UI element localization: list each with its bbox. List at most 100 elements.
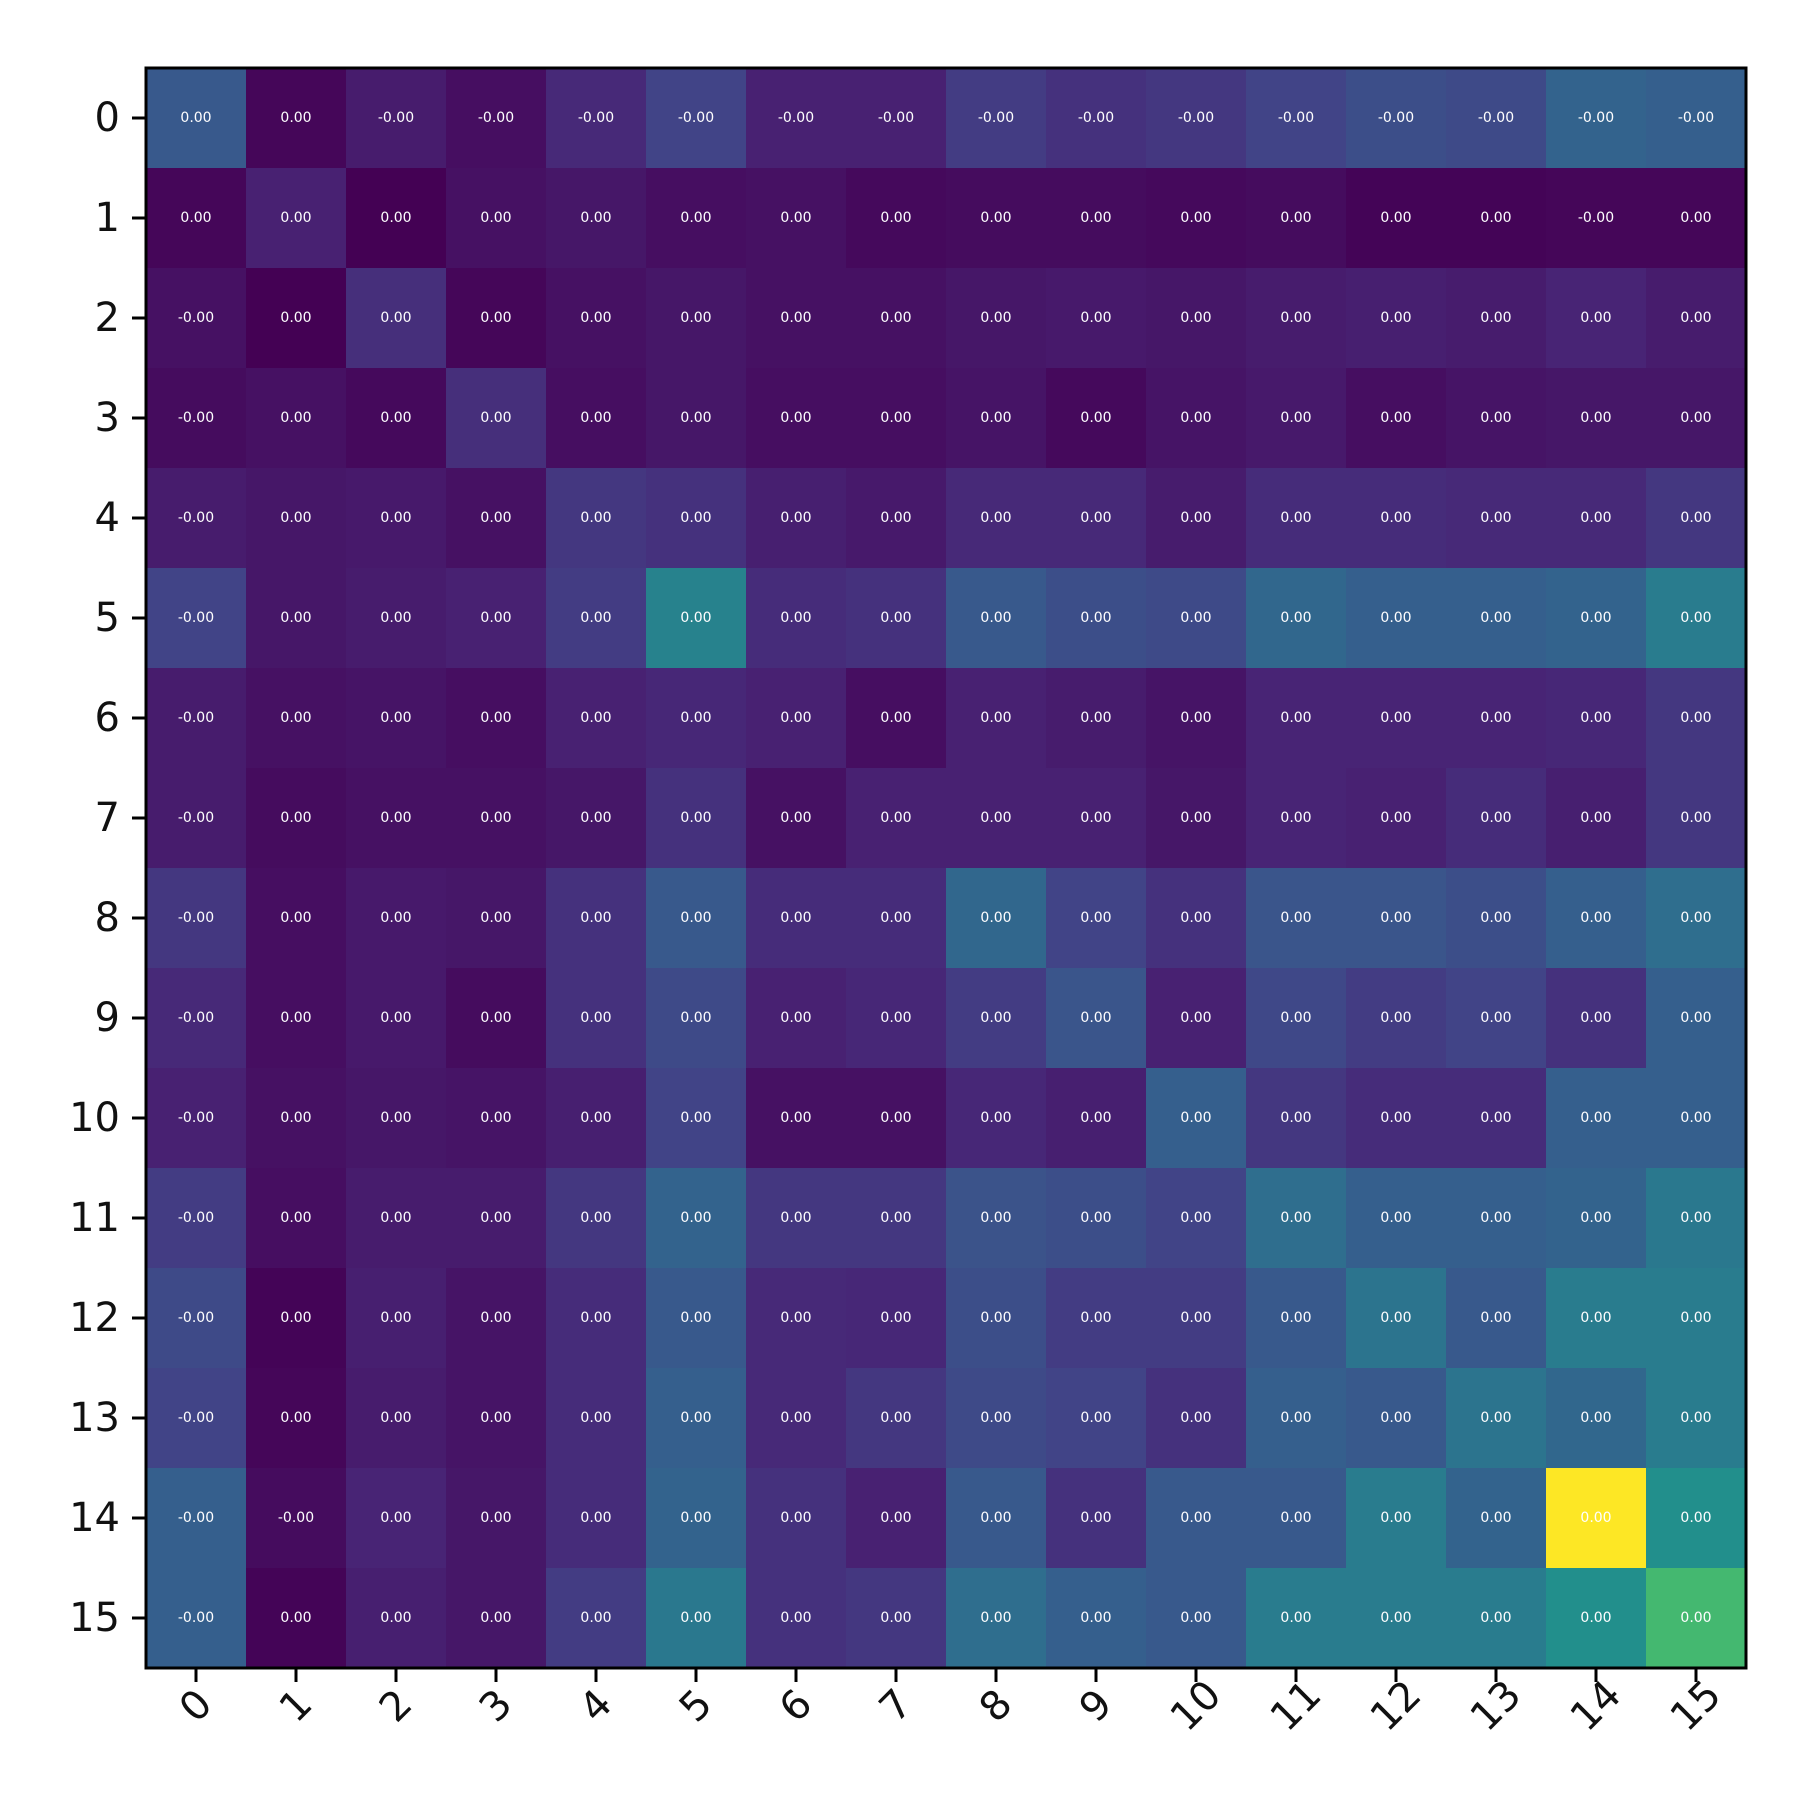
cell-value-label-11-13: 0.00 [1480,1210,1511,1226]
cell-value-label-12-6: 0.00 [780,1310,811,1326]
cell-value-label-7-5: 0.00 [680,810,711,826]
heatmap-cell-11-3 [446,1168,547,1269]
heatmap-cell-9-6 [746,968,847,1069]
heatmap-cell-9-14 [1546,968,1647,1069]
heatmap-cell-5-5 [646,568,747,669]
cell-value-label-6-13: 0.00 [1480,710,1511,726]
cell-value-label-6-8: 0.00 [980,710,1011,726]
heatmap-cell-13-13 [1446,1368,1547,1469]
heatmap-cell-10-0 [146,1068,247,1169]
cell-value-label-14-8: 0.00 [980,1510,1011,1526]
heatmap-cell-12-0 [146,1268,247,1369]
y-tick-label-7: 7 [95,795,120,841]
cell-value-label-8-1: 0.00 [280,910,311,926]
heatmap-cell-10-11 [1246,1068,1347,1169]
heatmap-cell-0-7 [846,68,947,169]
cell-value-label-1-14: -0.00 [1578,210,1614,226]
cell-value-label-12-4: 0.00 [580,1310,611,1326]
heatmap-cell-8-9 [1046,868,1147,969]
cell-value-label-13-14: 0.00 [1580,1410,1611,1426]
cell-value-label-9-11: 0.00 [1280,1010,1311,1026]
x-tick-label-4: 4 [571,1681,622,1732]
heatmap-cell-12-3 [446,1268,547,1369]
cell-value-label-3-15: 0.00 [1680,410,1711,426]
heatmap-cell-1-1 [246,168,347,269]
heatmap-cell-2-7 [846,268,947,369]
cell-value-label-10-7: 0.00 [880,1110,911,1126]
cell-value-label-1-2: 0.00 [380,210,411,226]
cell-value-label-8-13: 0.00 [1480,910,1511,926]
cell-value-label-4-0: -0.00 [178,510,214,526]
cell-value-label-15-9: 0.00 [1080,1610,1111,1626]
x-tick-label-3: 3 [471,1681,522,1732]
cell-value-label-11-2: 0.00 [380,1210,411,1226]
cell-value-label-4-8: 0.00 [980,510,1011,526]
cell-value-label-3-6: 0.00 [780,410,811,426]
x-tick-label-13: 13 [1462,1672,1531,1741]
heatmap-cell-4-8 [946,468,1047,569]
heatmap-cell-13-8 [946,1368,1047,1469]
heatmap-cell-13-11 [1246,1368,1347,1469]
cell-value-label-11-8: 0.00 [980,1210,1011,1226]
cell-value-label-0-7: -0.00 [878,110,914,126]
x-tick-label-8: 8 [971,1681,1022,1732]
cell-value-label-3-9: 0.00 [1080,410,1111,426]
heatmap-cell-0-3 [446,68,547,169]
cell-value-label-3-14: 0.00 [1580,410,1611,426]
cell-value-label-5-5: 0.00 [680,610,711,626]
cell-value-label-15-13: 0.00 [1480,1610,1511,1626]
cell-value-label-7-15: 0.00 [1680,810,1711,826]
cell-value-label-0-14: -0.00 [1578,110,1614,126]
cell-value-label-6-7: 0.00 [880,710,911,726]
cell-value-label-8-9: 0.00 [1080,910,1111,926]
cell-value-label-15-7: 0.00 [880,1610,911,1626]
cell-value-label-6-9: 0.00 [1080,710,1111,726]
heatmap-cell-7-9 [1046,768,1147,869]
heatmap-cell-1-13 [1446,168,1547,269]
cell-value-label-8-3: 0.00 [480,910,511,926]
cell-value-label-13-11: 0.00 [1280,1410,1311,1426]
x-tick-label-11: 11 [1262,1672,1331,1741]
cell-value-label-15-10: 0.00 [1180,1610,1211,1626]
cell-value-label-13-4: 0.00 [580,1410,611,1426]
heatmap-cell-7-5 [646,768,747,869]
cell-value-label-7-0: -0.00 [178,810,214,826]
cell-value-label-12-3: 0.00 [480,1310,511,1326]
heatmap-cell-0-12 [1346,68,1447,169]
cell-value-label-8-6: 0.00 [780,910,811,926]
heatmap-cell-1-12 [1346,168,1447,269]
cell-value-label-7-1: 0.00 [280,810,311,826]
heatmap-cell-5-12 [1346,568,1447,669]
heatmap-cell-7-1 [246,768,347,869]
cell-value-label-13-10: 0.00 [1180,1410,1211,1426]
heatmap-cell-11-5 [646,1168,747,1269]
heatmap-cell-12-12 [1346,1268,1447,1369]
heatmap-cell-7-7 [846,768,947,869]
cell-value-label-1-9: 0.00 [1080,210,1111,226]
heatmap-cell-4-6 [746,468,847,569]
cell-value-label-14-1: -0.00 [278,1510,314,1526]
heatmap-cell-5-11 [1246,568,1347,669]
heatmap-cell-9-4 [546,968,647,1069]
cell-value-label-4-2: 0.00 [380,510,411,526]
heatmap-cell-15-10 [1146,1568,1247,1669]
cell-value-label-6-14: 0.00 [1580,710,1611,726]
cell-value-label-14-14: 0.00 [1580,1510,1611,1526]
cell-value-label-0-3: -0.00 [478,110,514,126]
cell-value-label-7-4: 0.00 [580,810,611,826]
heatmap-cell-14-4 [546,1468,647,1569]
heatmap-cell-7-4 [546,768,647,869]
cell-value-label-12-7: 0.00 [880,1310,911,1326]
cell-value-label-12-5: 0.00 [680,1310,711,1326]
cell-value-label-1-0: 0.00 [180,210,211,226]
y-tick-label-13: 13 [69,1395,120,1441]
heatmap-cell-6-10 [1146,668,1247,769]
cell-value-label-9-8: 0.00 [980,1010,1011,1026]
cell-value-label-1-7: 0.00 [880,210,911,226]
y-tick-label-15: 15 [69,1595,120,1641]
heatmap-cell-13-14 [1546,1368,1647,1469]
cell-value-label-2-9: 0.00 [1080,310,1111,326]
cell-value-label-12-15: 0.00 [1680,1310,1711,1326]
cell-value-label-8-15: 0.00 [1680,910,1711,926]
heatmap-cell-6-11 [1246,668,1347,769]
